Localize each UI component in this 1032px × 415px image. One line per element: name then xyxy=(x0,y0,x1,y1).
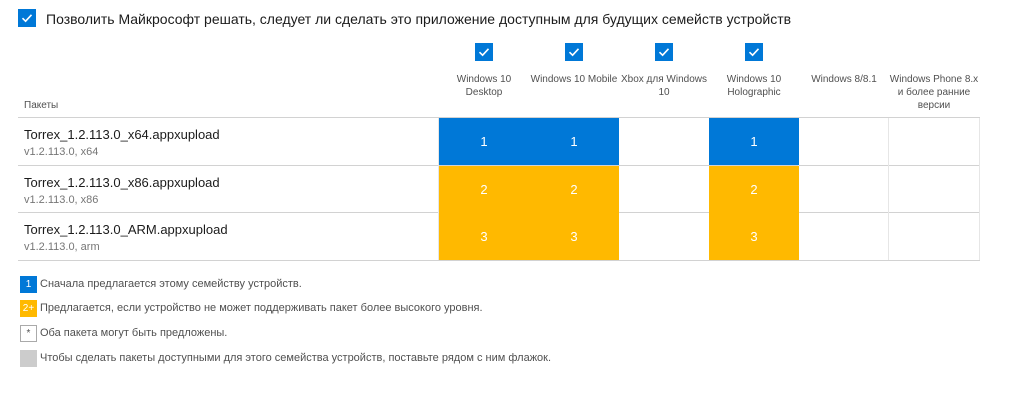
matrix-cell: 2 xyxy=(439,166,529,213)
package-name: Torrex_1.2.113.0_ARM.appxupload xyxy=(24,222,228,237)
table-divider xyxy=(18,165,980,166)
matrix-cell: 1 xyxy=(439,118,529,165)
column-header-xbox: Xbox для Windows 10 xyxy=(620,74,707,98)
legend-unavailable-text: Чтобы сделать пакеты доступными для этог… xyxy=(40,352,552,364)
legend-unavailable-icon xyxy=(20,350,37,367)
column-header-winphone8: Windows Phone 8.x и более ранние версии xyxy=(889,74,979,111)
column-checkbox-win10-desktop[interactable] xyxy=(475,43,493,61)
checkmark-icon xyxy=(658,48,670,57)
checkmark-icon xyxy=(21,14,33,23)
matrix-cell: 3 xyxy=(439,213,529,260)
column-divider xyxy=(438,118,439,260)
checkmark-icon xyxy=(748,48,760,57)
column-header-win10-mobile: Windows 10 Mobile xyxy=(530,74,618,85)
column-checkbox-win10-holographic[interactable] xyxy=(745,43,763,61)
column-checkbox-win10-mobile[interactable] xyxy=(565,43,583,61)
legend-both-offered-icon: * xyxy=(20,325,37,342)
legend-fallback-text: Предлагается, если устройство не может п… xyxy=(40,302,483,314)
table-divider xyxy=(18,117,980,118)
column-header-win10-desktop: Windows 10 Desktop xyxy=(456,74,512,98)
legend-first-offered-icon: 1 xyxy=(20,276,37,293)
packages-header: Пакеты xyxy=(24,100,59,111)
package-version: v1.2.113.0, arm xyxy=(24,241,100,253)
checkmark-icon xyxy=(568,48,580,57)
legend-fallback-icon: 2+ xyxy=(20,300,37,317)
matrix-cell: 2 xyxy=(529,166,619,213)
column-divider xyxy=(979,118,980,260)
allow-microsoft-decide-checkbox[interactable] xyxy=(18,9,36,27)
matrix-cell: 3 xyxy=(529,213,619,260)
matrix-cell: 1 xyxy=(529,118,619,165)
checkmark-icon xyxy=(478,48,490,57)
package-version: v1.2.113.0, x86 xyxy=(24,194,99,206)
matrix-cell: 1 xyxy=(709,118,799,165)
allow-microsoft-decide-label: Позволить Майкрософт решать, следует ли … xyxy=(46,11,792,27)
column-header-win81: Windows 8/8.1 xyxy=(811,74,877,85)
column-divider xyxy=(888,118,889,260)
column-header-win10-holographic: Windows 10 Holographic xyxy=(726,74,782,98)
matrix-cell: 2 xyxy=(709,166,799,213)
matrix-cell: 3 xyxy=(709,213,799,260)
column-checkbox-xbox[interactable] xyxy=(655,43,673,61)
package-version: v1.2.113.0, x64 xyxy=(24,146,99,158)
legend-first-offered-text: Сначала предлагается этому семейству уст… xyxy=(40,278,302,290)
legend-both-offered-text: Оба пакета могут быть предложены. xyxy=(40,327,228,339)
package-name: Torrex_1.2.113.0_x64.appxupload xyxy=(24,127,220,142)
package-name: Torrex_1.2.113.0_x86.appxupload xyxy=(24,175,220,190)
table-divider xyxy=(18,260,980,261)
